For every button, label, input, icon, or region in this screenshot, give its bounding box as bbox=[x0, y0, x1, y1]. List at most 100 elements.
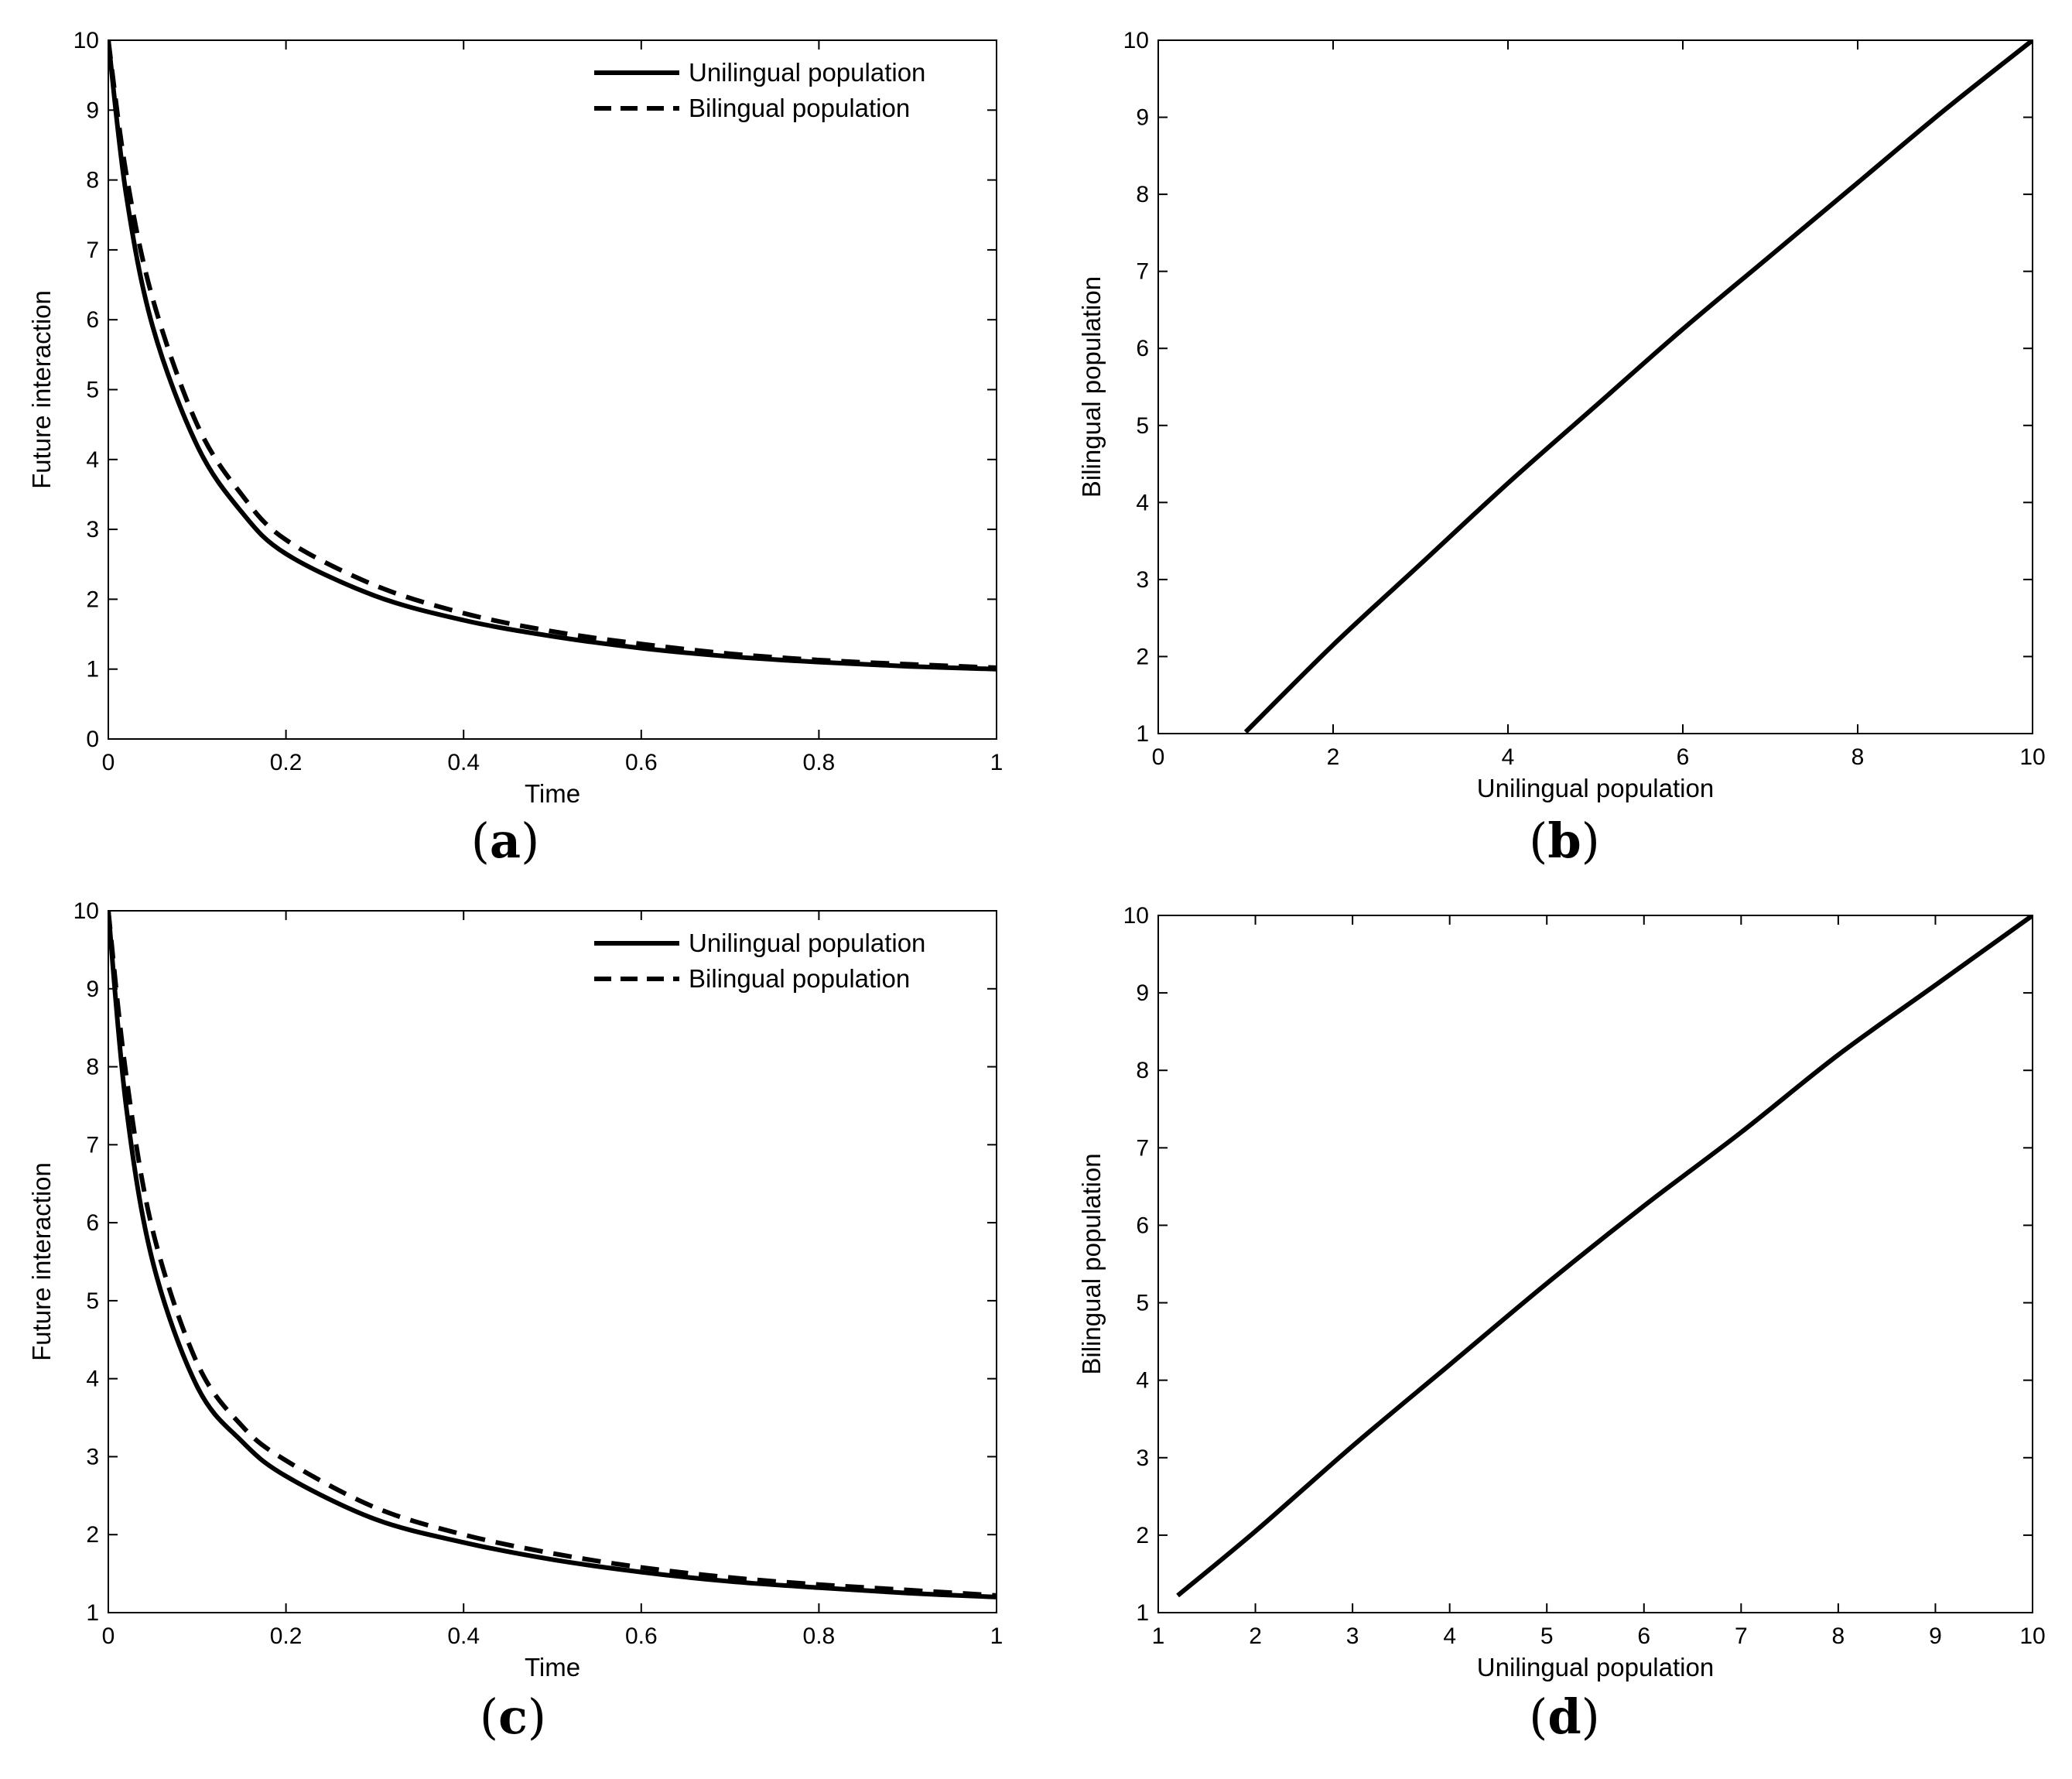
legend: Unilingual population Bilingual populatio… bbox=[594, 58, 925, 122]
y-tick-label: 9 bbox=[1136, 105, 1149, 131]
series-line-unilingual bbox=[1243, 40, 2033, 734]
panel-caption: (a) bbox=[471, 813, 540, 869]
x-axis-label: Time bbox=[525, 779, 580, 808]
y-tick-label: 4 bbox=[1136, 1368, 1149, 1394]
y-tick-label: 7 bbox=[86, 1132, 99, 1158]
x-tick-label: 4 bbox=[1443, 1623, 1456, 1649]
y-axis-label: Bilingual population bbox=[1077, 276, 1106, 498]
x-tick-label: 8 bbox=[1851, 744, 1865, 770]
x-tick-label: 0.2 bbox=[270, 750, 303, 775]
panel-caption: (d) bbox=[1529, 1688, 1600, 1745]
panel-letter: c bbox=[498, 1688, 528, 1745]
y-tick-label: 2 bbox=[1136, 1523, 1149, 1548]
y-tick-label: 6 bbox=[1136, 336, 1149, 361]
y-tick-label: 9 bbox=[86, 98, 99, 123]
series-line-bilingual bbox=[108, 911, 997, 1598]
axes-frame bbox=[1157, 915, 2033, 1613]
y-tick-label: 8 bbox=[1136, 182, 1149, 207]
y-tick-label: 8 bbox=[86, 1055, 99, 1080]
x-tick-label: 5 bbox=[1540, 1623, 1554, 1649]
legend-label: Bilingual population bbox=[689, 964, 910, 993]
x-tick-label: 0 bbox=[1152, 744, 1165, 770]
x-tick-label: 0.2 bbox=[270, 1623, 303, 1649]
panel-letter: b bbox=[1547, 813, 1581, 869]
x-tick-label: 0 bbox=[102, 1623, 115, 1649]
y-tick-label: 9 bbox=[86, 977, 99, 1002]
x-tick-label: 10 bbox=[2019, 1623, 2045, 1649]
y-tick-label: 4 bbox=[1136, 490, 1149, 515]
y-tick-label: 6 bbox=[86, 1210, 99, 1236]
y-tick-label: 9 bbox=[1136, 980, 1149, 1006]
legend-label: Unilingual population bbox=[689, 58, 925, 87]
y-tick-label: 7 bbox=[1136, 259, 1149, 285]
y-tick-label: 7 bbox=[1136, 1135, 1149, 1161]
x-tick-label: 1 bbox=[990, 1623, 1004, 1649]
y-tick-label: 1 bbox=[86, 1600, 99, 1626]
y-tick-label: 6 bbox=[1136, 1213, 1149, 1238]
panel-caption: (b) bbox=[1529, 813, 1600, 869]
y-tick-label: 0 bbox=[86, 727, 99, 752]
y-tick-label: 2 bbox=[86, 587, 99, 612]
y-tick-label: 2 bbox=[1136, 644, 1149, 669]
x-tick-label: 1 bbox=[990, 750, 1004, 775]
x-tick-label: 0.6 bbox=[625, 750, 658, 775]
y-tick-label: 7 bbox=[86, 238, 99, 263]
axes-frame bbox=[108, 910, 997, 1613]
chart-panel-c: 0 0.2 0.4 0.6 0.8 1 1 2 3 4 5 6 7 8 9 10 Time Future inte… bbox=[27, 898, 1003, 1745]
x-tick-label: 0.4 bbox=[447, 750, 480, 775]
y-tick-label: 8 bbox=[1136, 1058, 1149, 1083]
x-tick-label: 9 bbox=[1929, 1623, 1942, 1649]
legend-label: Bilingual population bbox=[689, 94, 910, 122]
panel-letter: a bbox=[490, 813, 521, 869]
y-tick-label: 5 bbox=[86, 1288, 99, 1314]
chart-panel-d: 1 2 3 4 5 6 7 8 9 10 1 2 3 4 5 6 7 8 9 10 Unilingual populat… bbox=[1077, 903, 2046, 1745]
panel-letter: d bbox=[1547, 1688, 1581, 1745]
y-tick-label: 3 bbox=[1136, 567, 1149, 593]
x-tick-label: 7 bbox=[1735, 1623, 1748, 1649]
y-tick-label: 2 bbox=[86, 1522, 99, 1548]
y-tick-label: 3 bbox=[1136, 1445, 1149, 1471]
y-tick-label: 4 bbox=[86, 1367, 99, 1392]
x-tick-label: 6 bbox=[1677, 744, 1690, 770]
x-tick-label: 2 bbox=[1249, 1623, 1262, 1649]
y-tick-label: 1 bbox=[1136, 1600, 1149, 1626]
y-tick-label: 10 bbox=[74, 28, 99, 53]
y-tick-label: 3 bbox=[86, 1444, 99, 1469]
y-tick-label: 1 bbox=[1136, 721, 1149, 747]
x-tick-label: 2 bbox=[1327, 744, 1340, 770]
x-tick-label: 0.6 bbox=[625, 1623, 658, 1649]
x-tick-label: 0 bbox=[102, 750, 115, 775]
y-tick-label: 5 bbox=[1136, 413, 1149, 439]
y-tick-label: 3 bbox=[86, 517, 99, 542]
y-tick-label: 6 bbox=[86, 307, 99, 333]
x-tick-label: 8 bbox=[1832, 1623, 1845, 1649]
series-line-bilingual bbox=[108, 40, 997, 670]
x-tick-label: 1 bbox=[1152, 1623, 1165, 1649]
y-tick-label: 10 bbox=[1123, 28, 1149, 53]
y-tick-label: 8 bbox=[86, 168, 99, 193]
y-axis-label: Future interaction bbox=[27, 290, 56, 489]
y-tick-label: 10 bbox=[1123, 903, 1149, 929]
series-line-unilingual bbox=[108, 911, 997, 1599]
y-tick-label: 5 bbox=[86, 378, 99, 403]
x-axis-label: Unilingual population bbox=[1477, 774, 1714, 802]
y-tick-label: 5 bbox=[1136, 1291, 1149, 1316]
x-tick-label: 3 bbox=[1346, 1623, 1359, 1649]
x-tick-label: 4 bbox=[1502, 744, 1515, 770]
y-axis-label: Bilingual population bbox=[1077, 1153, 1106, 1374]
y-axis-label: Future interaction bbox=[27, 1162, 56, 1361]
y-tick-label: 4 bbox=[86, 447, 99, 473]
x-axis-label: Unilingual population bbox=[1477, 1653, 1714, 1681]
x-tick-label: 0.8 bbox=[803, 1623, 836, 1649]
axes-frame bbox=[1157, 39, 2033, 734]
series-line-unilingual bbox=[1176, 915, 2033, 1598]
legend: Unilingual population Bilingual populatio… bbox=[594, 929, 925, 993]
x-tick-label: 10 bbox=[2019, 744, 2045, 770]
x-axis-label: Time bbox=[525, 1653, 580, 1681]
y-tick-label: 1 bbox=[86, 657, 99, 683]
x-tick-label: 0.4 bbox=[447, 1623, 480, 1649]
